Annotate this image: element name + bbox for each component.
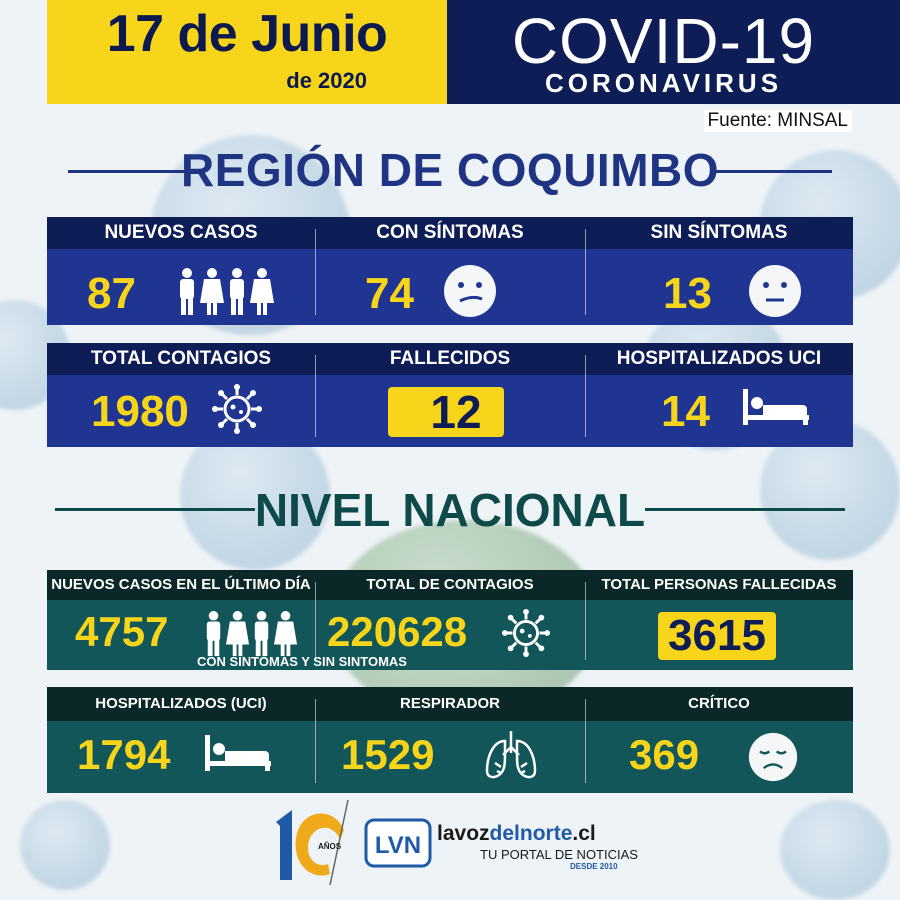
stat-value: 220628 [327,608,468,655]
stat-respirador: RESPIRADOR 1529 [315,687,585,793]
people-icon [180,268,274,315]
stat-hospitalizados-uci-nacional: HOSPITALIZADOS (UCI) 1794 [47,687,315,793]
stat-value: 4757 [75,608,169,655]
svg-text:LVN: LVN [375,832,421,859]
sad-face-icon [748,732,798,782]
anniversary-unit: AÑOS [318,842,342,851]
stat-hospitalizados-uci: HOSPITALIZADOS UCI 14 [585,343,853,447]
year-text: de 2020 [286,68,367,93]
region-panel-row1: NUEVOS CASOS 87 CON SÍNTOMAS 74 SIN SÍNT… [47,217,853,325]
lungs-icon [485,731,537,779]
covid-subtitle: CORONAVIRUS [544,68,783,98]
neutral-face-icon [749,265,801,317]
region-panel-row2: TOTAL CONTAGIOS 1980 FALLECIDOS 12 HOSPI… [47,343,853,447]
sick-face-icon [444,265,496,317]
stat-value: 74 [365,269,414,318]
stat-label: RESPIRADOR [399,695,500,712]
stat-value: 87 [87,269,136,318]
stat-value-badge: 3615 [658,612,776,660]
stat-con-sintomas: CON SÍNTOMAS 74 [315,217,585,325]
covid-title: COVID-19 [511,5,816,77]
stat-label: NUEVOS CASOS EN EL ÚLTIMO DÍA [51,576,311,593]
virus-illustration [780,800,890,900]
stat-label: TOTAL DE CONTAGIOS [366,576,534,593]
virus-icon [501,608,551,658]
hospital-bed-icon [743,389,809,425]
stat-label: HOSPITALIZADOS (UCI) [95,695,267,712]
stat-value: 14 [661,387,710,436]
title-rule-right [645,508,845,511]
stat-label: HOSPITALIZADOS UCI [616,348,822,369]
anniversary-logo [276,800,349,885]
stat-total-contagios: TOTAL CONTAGIOS 1980 [47,343,315,447]
stat-total-contagios-nacional: TOTAL DE CONTAGIOS 220628 [315,570,585,670]
title-rule-right [712,170,832,173]
nacional-panel-row2: HOSPITALIZADOS (UCI) 1794 RESPIRADOR 152… [47,687,853,793]
site-tagline: TU PORTAL DE NOTICIAS [480,847,638,862]
stat-label: TOTAL PERSONAS FALLECIDAS [601,576,837,593]
stat-value-badge: 12 [388,387,504,437]
stat-critico: CRÍTICO 369 [585,687,853,793]
symptoms-note: CON SINTOMAS Y SIN SINTOMAS [197,654,407,669]
stat-value: 369 [629,731,700,778]
stat-value: 13 [663,269,712,318]
title-rule-left [68,170,188,173]
source-label: Fuente: MINSAL [703,110,852,132]
stat-label: CON SÍNTOMAS [376,222,524,243]
region-title: REGIÓN DE COQUIMBO [180,144,720,196]
stat-value: 1794 [77,731,171,778]
stat-total-fallecidas-nacional: TOTAL PERSONAS FALLECIDAS 3615 [585,570,853,670]
title-rule-left [55,508,255,511]
stat-value: 1529 [341,731,435,778]
virus-illustration [20,800,110,890]
hospital-bed-icon [205,735,271,771]
people-icon [206,610,298,657]
stat-nuevos-casos: NUEVOS CASOS 87 [47,217,315,325]
stat-fallecidos: FALLECIDOS 12 [315,343,585,447]
date-banner: 17 de Junio de 2020 [47,0,447,104]
site-since: DESDE 2010 [570,862,618,871]
stat-sin-sintomas: SIN SÍNTOMAS 13 [585,217,853,325]
site-name: lavozdelnorte.cl [437,822,596,845]
stat-label: FALLECIDOS [389,348,511,369]
stat-label: NUEVOS CASOS [104,222,258,243]
stat-label: TOTAL CONTAGIOS [90,348,272,369]
stat-label: SIN SÍNTOMAS [650,222,788,243]
date-text: 17 de Junio [106,5,388,63]
stat-value: 1980 [91,387,189,436]
nacional-title: NIVEL NACIONAL [254,484,646,536]
virus-icon [212,384,262,434]
stat-nuevos-casos-nacional: NUEVOS CASOS EN EL ÚLTIMO DÍA 4757 [47,570,315,670]
covid-banner: COVID-19 CORONAVIRUS [447,0,900,104]
nacional-panel-row1: NUEVOS CASOS EN EL ÚLTIMO DÍA 4757 TOTAL… [47,570,853,670]
stat-label: CRÍTICO [688,695,750,712]
lvn-logo: LVN [364,818,432,868]
